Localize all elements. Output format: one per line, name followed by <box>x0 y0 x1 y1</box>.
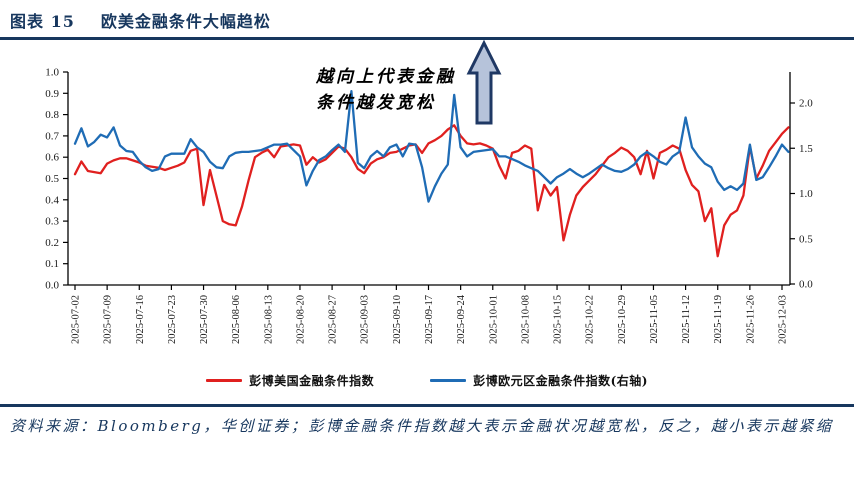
svg-text:2025-08-27: 2025-08-27 <box>328 295 339 344</box>
svg-text:2025-07-16: 2025-07-16 <box>135 295 146 344</box>
chart-canvas: 1.0 0.9 0.8 0.7 0.6 0.5 0.4 0.3 0.2 0.1 0.0 2.0 1.5 1… <box>45 39 813 344</box>
annotation-line-1: 越向上代表金融 <box>316 67 456 87</box>
svg-text:1.5: 1.5 <box>799 143 813 155</box>
svg-text:0.5: 0.5 <box>45 173 59 185</box>
svg-text:0.3: 0.3 <box>45 216 59 228</box>
svg-text:2025-11-12: 2025-11-12 <box>681 295 692 344</box>
svg-text:2025-08-13: 2025-08-13 <box>263 295 274 344</box>
svg-text:2025-09-03: 2025-09-03 <box>360 295 371 344</box>
svg-text:2025-11-05: 2025-11-05 <box>649 295 660 344</box>
svg-text:1.0: 1.0 <box>45 67 59 79</box>
svg-text:2025-10-15: 2025-10-15 <box>553 295 564 344</box>
svg-text:0.1: 0.1 <box>45 258 59 270</box>
svg-text:0.4: 0.4 <box>45 194 59 206</box>
svg-text:0.6: 0.6 <box>45 152 59 164</box>
svg-text:2025-07-23: 2025-07-23 <box>167 295 178 344</box>
svg-text:0.0: 0.0 <box>799 279 813 291</box>
svg-text:0.8: 0.8 <box>45 109 59 121</box>
svg-text:0.2: 0.2 <box>45 237 59 249</box>
figure-number: 图表 15 <box>10 12 75 31</box>
svg-text:2025-07-02: 2025-07-02 <box>71 295 82 344</box>
figure-title: 欧美金融条件大幅趋松 <box>100 12 271 31</box>
annotation-line-2: 条件越发宽松 <box>316 93 436 113</box>
us-series-line-swatch <box>206 379 243 382</box>
svg-text:0.5: 0.5 <box>799 233 813 245</box>
eurozone-series-line-swatch <box>430 379 467 382</box>
legend-item-eurozone: 彭博欧元区金融条件指数(右轴) <box>430 372 648 389</box>
svg-text:2025-11-19: 2025-11-19 <box>713 295 724 344</box>
us-series-label: 彭博美国金融条件指数 <box>249 374 375 388</box>
svg-text:2025-09-24: 2025-09-24 <box>456 294 467 344</box>
legend-item-us: 彭博美国金融条件指数 <box>206 372 374 389</box>
svg-text:2.0: 2.0 <box>799 98 813 110</box>
svg-text:1.0: 1.0 <box>799 188 813 200</box>
header-divider <box>0 37 854 40</box>
eurozone-series-label: 彭博欧元区金融条件指数(右轴) <box>473 374 648 388</box>
svg-text:2025-11-26: 2025-11-26 <box>745 295 756 344</box>
svg-text:2025-10-22: 2025-10-22 <box>585 295 596 344</box>
svg-text:2025-08-20: 2025-08-20 <box>295 295 306 344</box>
svg-text:2025-10-08: 2025-10-08 <box>520 295 531 344</box>
svg-text:2025-10-29: 2025-10-29 <box>617 295 628 344</box>
svg-text:0.9: 0.9 <box>45 88 59 100</box>
svg-text:2025-12-03: 2025-12-03 <box>778 295 789 344</box>
svg-text:2025-09-17: 2025-09-17 <box>424 295 435 344</box>
svg-text:2025-07-09: 2025-07-09 <box>103 295 114 344</box>
figure-header: 图表 15 欧美金融条件大幅趋松 <box>10 8 271 32</box>
svg-text:2025-10-01: 2025-10-01 <box>488 295 499 344</box>
chart-area: 1.0 0.9 0.8 0.7 0.6 0.5 0.4 0.3 0.2 0.1 0.0 2.0 1.5 1… <box>0 39 854 372</box>
svg-text:0.0: 0.0 <box>45 280 59 292</box>
chart-legend: 彭博美国金融条件指数 彭博欧元区金融条件指数(右轴) <box>0 372 854 389</box>
svg-text:0.7: 0.7 <box>45 130 59 142</box>
svg-text:2025-09-10: 2025-09-10 <box>392 295 403 344</box>
chart-annotation: 越向上代表金融 条件越发宽松 <box>316 64 456 116</box>
svg-text:2025-08-06: 2025-08-06 <box>231 295 242 344</box>
svg-text:2025-07-30: 2025-07-30 <box>199 295 210 344</box>
footer-divider <box>0 404 854 407</box>
source-note: 资料来源：Bloomberg，华创证券；彭博金融条件指数越大表示金融状况越宽松，… <box>10 417 834 435</box>
